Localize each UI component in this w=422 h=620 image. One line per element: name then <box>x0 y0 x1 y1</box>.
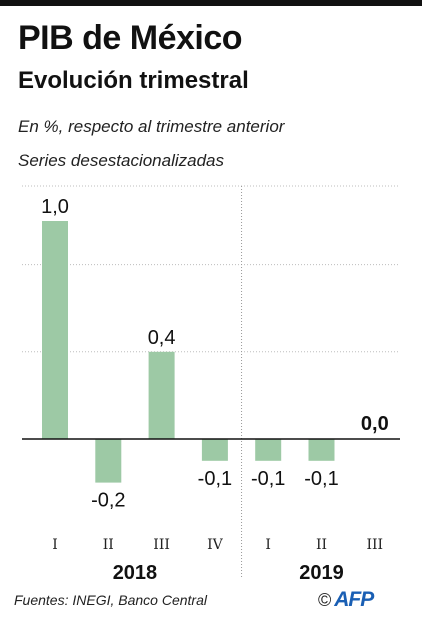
bar <box>42 221 68 439</box>
chart-subtitle: Evolución trimestral <box>18 67 249 94</box>
series-note: Series desestacionalizadas <box>18 151 225 170</box>
bar <box>308 439 335 461</box>
value-label: -0,1 <box>304 468 338 490</box>
category-label: II <box>316 537 327 553</box>
bar <box>148 351 175 439</box>
bar-chart: 1,0 I -0,2 II 0,4 III -0,1 IV -0,1 I -0,1 II 0,0 III 2… <box>22 185 400 584</box>
category-label: I <box>265 537 271 553</box>
afp-logo: © AFP <box>318 587 374 613</box>
bar <box>95 439 122 483</box>
afp-logo-text: AFP <box>334 588 374 611</box>
unit-note: En %, respecto al trimestre anterior <box>18 117 285 136</box>
value-label: 0,4 <box>148 327 176 349</box>
category-label: III <box>153 537 170 553</box>
source-note: Fuentes: INEGI, Banco Central <box>14 592 207 608</box>
category-label: II <box>103 537 114 553</box>
category-label: III <box>367 537 384 553</box>
value-label: -0,2 <box>91 490 125 512</box>
copyright-symbol: © <box>318 589 332 610</box>
value-label: -0,1 <box>198 468 232 490</box>
chart-title: PIB de México <box>18 19 243 57</box>
year-label: 2019 <box>299 562 344 584</box>
value-label: 0,0 <box>361 413 389 435</box>
bar <box>255 439 282 461</box>
category-label: IV <box>207 537 224 553</box>
top-rule <box>0 0 422 6</box>
year-label: 2018 <box>113 562 158 584</box>
value-label: -0,1 <box>251 468 285 490</box>
bar <box>201 439 228 461</box>
category-label: I <box>52 537 58 553</box>
value-label: 1,0 <box>41 196 69 218</box>
